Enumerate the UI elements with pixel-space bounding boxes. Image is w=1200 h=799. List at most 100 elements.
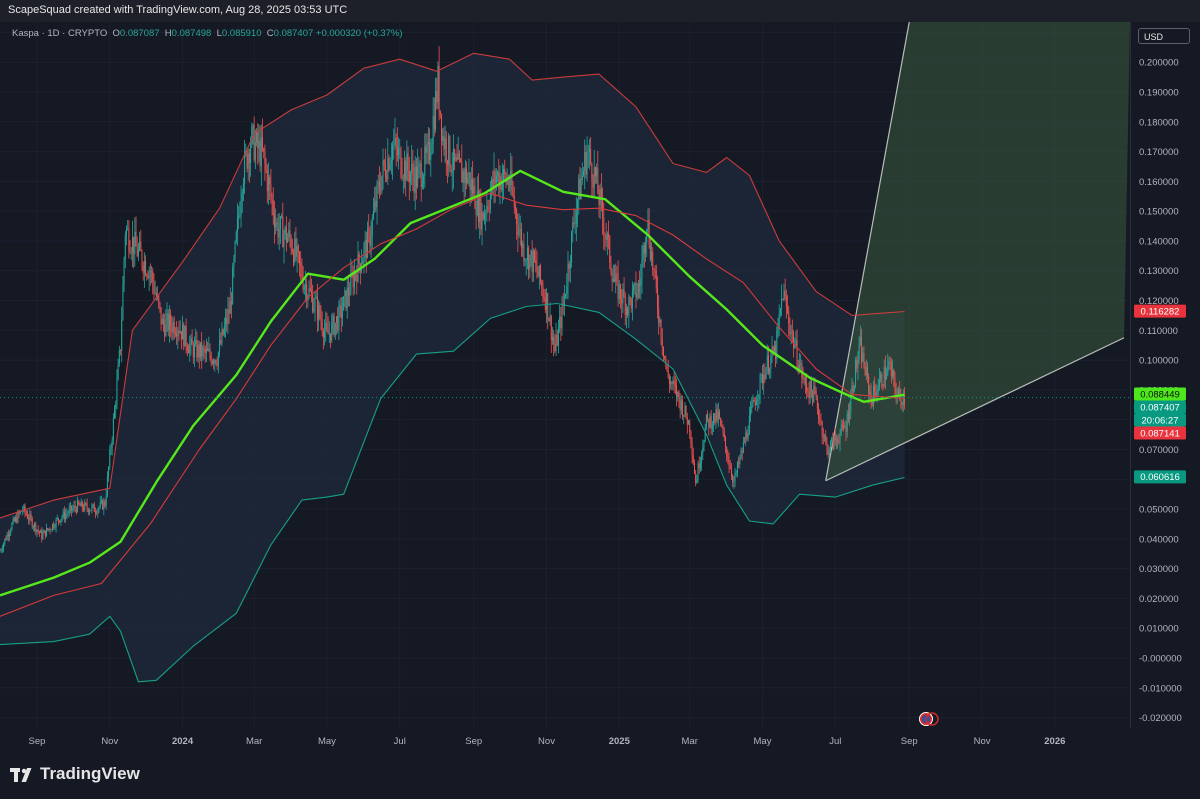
open-label: O <box>112 28 120 39</box>
event-flag-icon-2 <box>925 712 939 726</box>
candle-body <box>728 460 730 467</box>
candle-body <box>828 450 830 455</box>
candle-body <box>73 505 75 509</box>
candle-body <box>778 314 780 327</box>
candle-body <box>606 234 608 240</box>
candle-body <box>738 462 740 465</box>
currency-button[interactable]: USD <box>1138 28 1190 44</box>
candle-body <box>406 153 408 181</box>
candle-body <box>794 345 796 348</box>
candle-body <box>640 278 642 286</box>
candle-body <box>198 344 200 358</box>
candle-body <box>357 253 359 282</box>
candle-body <box>686 417 688 425</box>
candle-body <box>784 290 786 297</box>
candle-body <box>168 314 170 331</box>
candle-body <box>432 116 434 145</box>
x-tick-label: 2025 <box>609 736 631 747</box>
candle-body <box>790 332 792 334</box>
candle-body <box>31 518 33 528</box>
candle-body <box>172 322 174 333</box>
low-label: L <box>216 28 222 39</box>
brand-name[interactable]: TradingView <box>40 764 140 783</box>
candle-body <box>785 296 787 308</box>
candle-body <box>260 137 262 167</box>
candle-body <box>407 153 409 171</box>
candle-body <box>189 344 191 354</box>
candle-body <box>526 247 528 261</box>
candle-body <box>221 329 223 344</box>
candle-body <box>467 177 469 184</box>
candle-body <box>859 337 861 345</box>
candle-body <box>705 414 707 428</box>
candle-body <box>417 166 419 188</box>
candle-body <box>109 450 111 468</box>
candle-body <box>857 359 859 369</box>
candle-body <box>699 462 701 469</box>
tradingview-logo-icon[interactable] <box>10 768 36 784</box>
candle-body <box>473 185 475 194</box>
candle-body <box>748 416 750 435</box>
candle-body <box>115 404 117 409</box>
candle-body <box>217 352 219 366</box>
candle-body <box>628 297 630 316</box>
candle-body <box>136 246 138 257</box>
candle-body <box>603 217 605 235</box>
candle-body <box>446 160 448 166</box>
candle-body <box>44 530 46 537</box>
candle-body <box>279 216 281 230</box>
candle-body <box>590 148 592 164</box>
candle-body <box>656 287 658 309</box>
candle-body <box>884 366 886 379</box>
candle-body <box>641 259 643 279</box>
candle-body <box>483 214 485 220</box>
candle-body <box>547 293 549 319</box>
candle-body <box>652 252 654 270</box>
candle-body <box>827 446 829 455</box>
candle-body <box>135 231 137 247</box>
y-tick-label: 0.040000 <box>1139 534 1179 545</box>
candle-body <box>666 366 668 371</box>
price-axis[interactable] <box>1130 22 1200 728</box>
candle-body <box>62 511 64 518</box>
candle-body <box>337 316 339 331</box>
candle-body <box>776 330 778 360</box>
candle-body <box>240 200 242 215</box>
candle-body <box>270 183 272 197</box>
candle-body <box>865 367 867 375</box>
candle-body <box>543 295 545 299</box>
price-label: 0.088449 <box>1140 389 1180 400</box>
candle-body <box>886 374 888 379</box>
candle-body <box>125 229 127 235</box>
candle-body <box>382 160 384 176</box>
candle-body <box>530 250 532 256</box>
candle-body <box>431 144 433 154</box>
candle-body <box>171 326 173 333</box>
candle-body <box>347 287 349 296</box>
candle-body <box>457 153 459 160</box>
candle-body <box>720 417 722 426</box>
candle-body <box>445 138 447 161</box>
candle-body <box>630 298 632 309</box>
wedge-upper-line <box>825 21 910 481</box>
candle-body <box>773 346 775 354</box>
candle-body <box>312 293 314 312</box>
candle-body <box>32 526 34 528</box>
candle-body <box>553 337 555 345</box>
candle-body <box>721 425 723 428</box>
candle-body <box>629 297 631 299</box>
candle-body <box>876 391 878 397</box>
candle-body <box>591 163 593 182</box>
candle-body <box>244 150 246 184</box>
candle-body <box>283 234 285 248</box>
candle-body <box>185 325 187 346</box>
candle-body <box>462 170 464 183</box>
candle-body <box>849 411 851 421</box>
candle-body <box>506 179 508 183</box>
candle-body <box>713 413 715 425</box>
candle-body <box>895 389 897 398</box>
candle-body <box>618 284 620 300</box>
candle-body <box>149 271 151 273</box>
candle-body <box>902 396 904 406</box>
